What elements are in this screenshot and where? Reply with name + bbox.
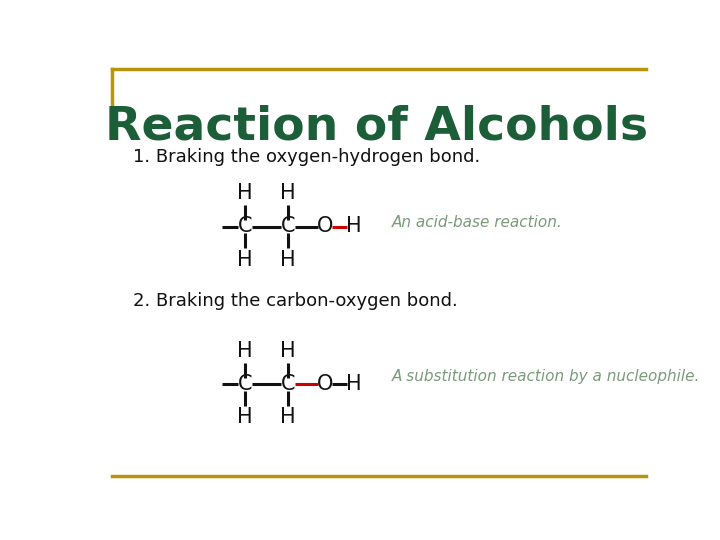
Text: O: O (317, 217, 333, 237)
Text: H: H (346, 217, 361, 237)
Text: An acid-base reaction.: An acid-base reaction. (392, 215, 563, 230)
Text: 1. Braking the oxygen-hydrogen bond.: 1. Braking the oxygen-hydrogen bond. (132, 148, 480, 166)
Text: H: H (346, 374, 361, 394)
Text: H: H (237, 341, 253, 361)
Text: H: H (280, 408, 295, 428)
Text: H: H (237, 249, 253, 269)
Text: C: C (238, 217, 252, 237)
Text: A substitution reaction by a nucleophile.: A substitution reaction by a nucleophile… (392, 369, 701, 384)
Text: H: H (237, 184, 253, 204)
Text: C: C (238, 374, 252, 394)
Text: C: C (280, 217, 295, 237)
Text: H: H (280, 341, 295, 361)
Text: C: C (280, 374, 295, 394)
Text: Reaction of Alcohols: Reaction of Alcohols (105, 105, 648, 150)
Text: H: H (280, 184, 295, 204)
Text: H: H (280, 249, 295, 269)
Text: O: O (317, 374, 333, 394)
Text: H: H (237, 408, 253, 428)
Text: 2. Braking the carbon-oxygen bond.: 2. Braking the carbon-oxygen bond. (132, 292, 457, 310)
